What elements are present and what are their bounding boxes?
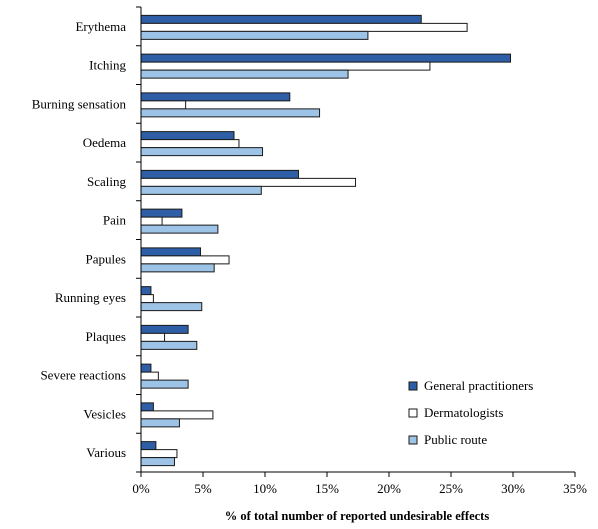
bar-erythema-public-route [140,30,369,40]
bar-oedema-dermatologists [140,139,240,149]
category-label: Erythema [75,19,126,34]
bar-various-public-route [140,457,175,467]
category-label: Oedema [83,135,127,150]
x-tick-labels: 0% 5% 10% 15% 20% 25% 30% 35% [132,481,587,496]
x-tick-label: 0% [132,481,150,496]
legend-label: Public route [424,432,487,447]
x-tick-label: 5% [194,481,212,496]
category-label: Pain [103,213,127,228]
bar-papules-public-route [140,263,215,273]
category-label: Plaques [86,329,126,344]
legend-swatch [408,435,418,445]
x-tick-label: 30% [501,481,525,496]
category-label: Vesicles [83,406,126,421]
bars-layer [140,14,512,467]
bar-papules-general-practitioners [140,247,202,257]
bar-scaling-general-practitioners [140,169,299,179]
bar-running-eyes-public-route [140,302,203,312]
bar-severe-reactions-public-route [140,379,189,389]
x-tick-label: 35% [563,481,587,496]
category-label: Various [86,445,126,460]
x-tick-label: 15% [315,481,339,496]
bar-burning-sensation-public-route [140,108,321,118]
bar-itching-dermatologists [140,61,431,71]
bar-erythema-general-practitioners [140,14,422,24]
bar-running-eyes-dermatologists [140,294,154,304]
bar-erythema-dermatologists [140,22,468,32]
category-labels: Erythema Itching Burning sensation Oedema Sc… [32,19,127,460]
category-label: Burning sensation [32,96,127,111]
bar-papules-dermatologists [140,255,230,265]
bar-pain-general-practitioners [140,208,183,218]
category-label: Scaling [87,174,126,189]
bar-scaling-dermatologists [140,177,357,187]
bar-oedema-public-route [140,147,264,157]
category-label: Itching [89,58,126,73]
category-label: Papules [86,251,126,266]
bar-itching-public-route [140,69,349,79]
bar-various-dermatologists [140,449,178,459]
bar-severe-reactions-dermatologists [140,371,159,381]
category-label: Running eyes [55,290,126,305]
bar-burning-sensation-dermatologists [140,100,187,110]
bar-pain-dermatologists [140,216,163,226]
axes [136,6,576,477]
bar-plaques-public-route [140,340,198,350]
bar-scaling-public-route [140,185,262,195]
x-tick-label: 25% [439,481,463,496]
bar-running-eyes-general-practitioners [140,286,152,296]
bar-burning-sensation-general-practitioners [140,92,291,102]
x-tick-label: 10% [253,481,277,496]
bar-vesicles-dermatologists [140,410,214,420]
category-label: Severe reactions [40,368,126,383]
bar-severe-reactions-general-practitioners [140,363,152,373]
legend-swatch [408,381,418,391]
x-tick-label: 20% [377,481,401,496]
x-axis-title: % of total number of reported undesirabl… [225,509,490,523]
bar-itching-general-practitioners [140,53,512,63]
legend-label: General practitioners [424,378,533,393]
bar-vesicles-public-route [140,418,180,428]
bar-plaques-dermatologists [140,332,166,342]
legend-label: Dermatologists [424,405,503,420]
bar-plaques-general-practitioners [140,324,189,334]
legend: General practitioners Dermatologists Publi… [408,378,533,447]
legend-swatch [408,408,418,418]
bar-various-general-practitioners [140,441,157,451]
bar-vesicles-general-practitioners [140,402,154,412]
bar-oedema-general-practitioners [140,131,235,141]
bar-pain-public-route [140,224,219,234]
